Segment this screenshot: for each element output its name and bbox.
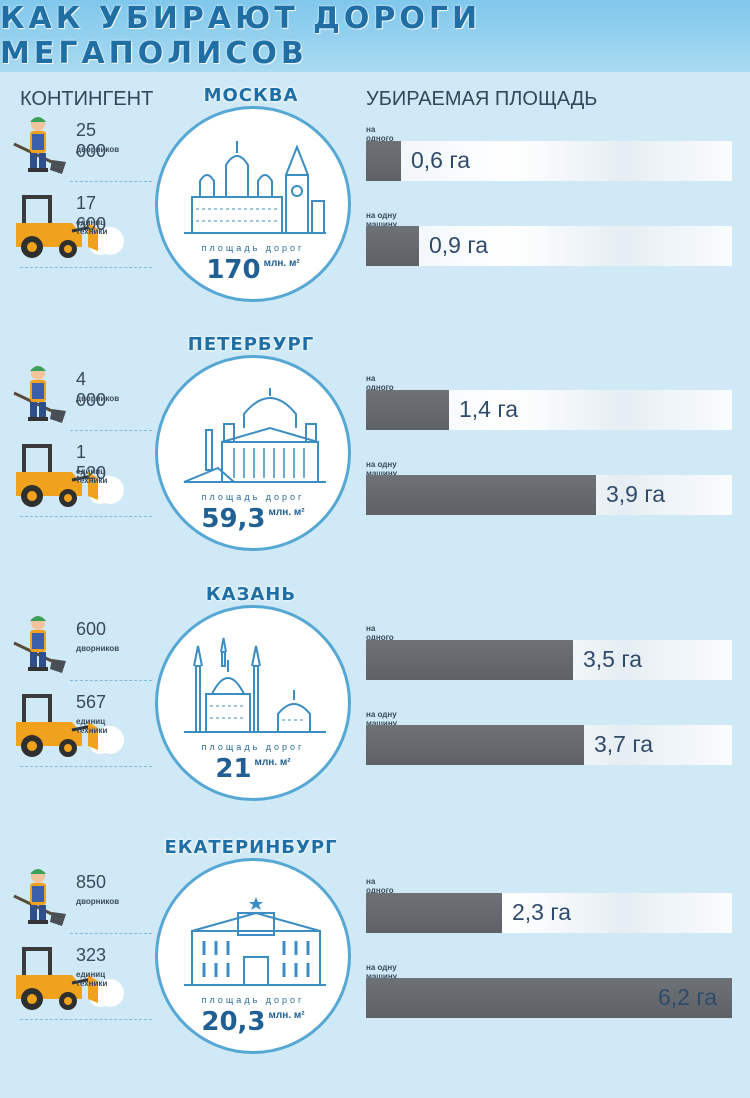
janitor-with-shovel-icon: [8, 112, 72, 181]
machine-count-label: единиц техники: [76, 218, 108, 236]
per-machine-caption: на одну машину: [366, 963, 398, 981]
per-machine-bar: [366, 475, 596, 515]
janitor-with-shovel-icon: [8, 864, 72, 933]
city-badge: площадь дорог 170 млн. м²: [155, 106, 351, 302]
road-area-unit: млн. м²: [268, 507, 305, 518]
machine-count: 323: [76, 945, 107, 965]
janitor-count: 25 000: [76, 120, 107, 161]
per-janitor-bar: [366, 141, 401, 181]
janitor-count-label: дворников: [76, 145, 120, 154]
title-banner: КАК УБИРАЮТ ДОРОГИ МЕГАПОЛИСОВ: [0, 0, 750, 72]
divider: [70, 933, 152, 934]
per-machine-value-label: 6,2 га: [658, 984, 718, 1010]
per-machine-caption: на одну машину: [366, 211, 398, 229]
machine-count: 567: [76, 692, 107, 712]
per-machine-bar: [366, 725, 584, 765]
city-name: МОСКВА: [203, 85, 299, 106]
janitor-count-label: дворников: [76, 897, 120, 906]
right-column-header: УБИРАЕМАЯ ПЛОЩАДЬ: [366, 88, 598, 110]
city-badge: площадь дорог 21 млн. м²: [155, 605, 351, 801]
snow-loader-icon: [12, 688, 124, 765]
divider: [70, 181, 152, 182]
road-area-number: 59,3: [201, 504, 266, 534]
snow-loader-icon: [12, 189, 124, 266]
per-janitor-value-label: 0,6 га: [411, 147, 471, 173]
city-name: ЕКАТЕРИНБУРГ: [164, 837, 338, 858]
city-landmark-illustration: [184, 897, 326, 986]
per-janitor-value-label: 1,4 га: [459, 396, 519, 422]
city-badge: площадь дорог 59,3 млн. м²: [155, 355, 351, 551]
road-area-unit: млн. м²: [254, 757, 291, 768]
road-area-number: 170: [206, 255, 261, 285]
janitor-count: 600: [76, 619, 107, 639]
janitor-count: 850: [76, 872, 107, 892]
road-area-label: площадь дорог: [201, 492, 305, 502]
road-area-number: 21: [215, 754, 252, 784]
machine-count-label: единиц техники: [76, 467, 108, 485]
road-area-label: площадь дорог: [201, 243, 305, 253]
janitor-count-label: дворников: [76, 644, 120, 653]
page-title: КАК УБИРАЮТ ДОРОГИ МЕГАПОЛИСОВ: [0, 1, 482, 71]
road-area-value: 21 млн. м²: [158, 754, 348, 784]
snow-loader-icon: [12, 438, 124, 515]
per-machine-bar-track: 0,9 га: [366, 226, 732, 266]
city-name: ПЕТЕРБУРГ: [187, 334, 315, 355]
road-area-value: 59,3 млн. м²: [158, 504, 348, 534]
road-area-value: 170 млн. м²: [158, 255, 348, 285]
janitor-with-shovel-icon: [8, 361, 72, 430]
per-machine-caption: на одну машину: [366, 710, 398, 728]
per-machine-bar: [366, 978, 732, 1018]
per-janitor-bar: [366, 390, 449, 430]
per-janitor-bar-track: 0,6 га: [366, 141, 732, 181]
city-name: КАЗАНЬ: [205, 584, 297, 605]
janitor-count: 4 000: [76, 369, 107, 410]
per-janitor-value-label: 3,5 га: [583, 646, 643, 672]
divider: [20, 766, 152, 767]
per-machine-bar: [366, 226, 419, 266]
road-area-label: площадь дорог: [201, 742, 305, 752]
per-janitor-bar: [366, 640, 573, 680]
divider: [20, 1019, 152, 1020]
road-area-value: 20,3 млн. м²: [158, 1007, 348, 1037]
road-area-unit: млн. м²: [263, 258, 300, 269]
snow-loader-icon: [12, 941, 124, 1018]
per-machine-value-label: 3,7 га: [594, 731, 654, 757]
left-column-header: КОНТИНГЕНТ: [20, 88, 154, 110]
per-machine-value-label: 0,9 га: [429, 232, 489, 258]
divider: [20, 516, 152, 517]
per-machine-value-label: 3,9 га: [606, 481, 666, 507]
road-area-number: 20,3: [201, 1007, 266, 1037]
machine-count: 1 520: [76, 442, 107, 483]
machine-count-label: единиц техники: [76, 717, 108, 735]
road-area-label: площадь дорог: [201, 995, 305, 1005]
road-area-unit: млн. м²: [268, 1010, 305, 1021]
per-machine-bar-track: 6,2 га: [366, 978, 732, 1018]
machine-count-label: единиц техники: [76, 970, 108, 988]
divider: [70, 430, 152, 431]
city-landmark-illustration: [184, 637, 326, 733]
per-janitor-value-label: 2,3 га: [512, 899, 572, 925]
per-machine-bar-track: 3,9 га: [366, 475, 732, 515]
per-janitor-bar-track: 1,4 га: [366, 390, 732, 430]
city-badge: площадь дорог 20,3 млн. м²: [155, 858, 351, 1054]
per-janitor-bar-track: 2,3 га: [366, 893, 732, 933]
per-machine-bar-track: 3,7 га: [366, 725, 732, 765]
janitor-with-shovel-icon: [8, 611, 72, 680]
divider: [20, 267, 152, 268]
machine-count: 17 600: [76, 193, 107, 234]
per-machine-caption: на одну машину: [366, 460, 398, 478]
janitor-count-label: дворников: [76, 394, 120, 403]
city-landmark-illustration: [183, 388, 326, 483]
divider: [70, 680, 152, 681]
per-janitor-bar-track: 3,5 га: [366, 640, 732, 680]
per-janitor-bar: [366, 893, 502, 933]
city-landmark-illustration: [184, 141, 326, 234]
